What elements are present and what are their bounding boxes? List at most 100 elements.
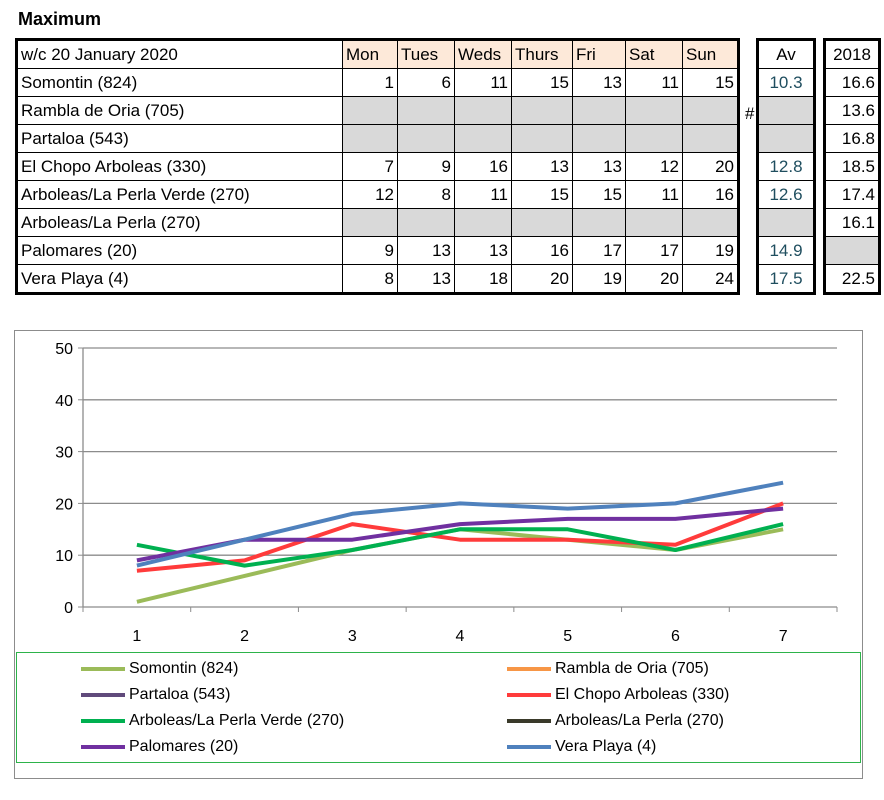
y2018-row: 16.6	[824, 68, 880, 97]
day-value	[682, 208, 739, 237]
av-header-row: Av	[757, 39, 815, 69]
average-value	[757, 124, 815, 153]
legend-swatch	[507, 666, 551, 671]
x-tick-label: 2	[240, 628, 249, 645]
average-value: 12.6	[757, 180, 815, 209]
day-value: 6	[397, 68, 455, 97]
day-value	[454, 124, 512, 153]
day-value	[511, 124, 573, 153]
temperature-table: w/c 20 January 2020 Mon Tues Weds Thurs Fri Sa…	[15, 38, 740, 295]
day-value	[454, 96, 512, 125]
day-value: 13	[572, 68, 626, 97]
y-tick-label: 40	[55, 393, 73, 410]
day-value	[625, 96, 683, 125]
day-value: 12	[342, 180, 398, 209]
day-value: 19	[572, 264, 626, 294]
day-value: 13	[397, 264, 455, 294]
day-value: 16	[511, 236, 573, 265]
y2018-row: 22.5	[824, 264, 880, 294]
av-row: 14.9	[757, 236, 815, 265]
day-value: 8	[342, 264, 398, 294]
table-row: El Chopo Arboleas (330) 7 9 16 13 13 12 20	[16, 152, 739, 181]
legend-swatch	[507, 692, 551, 697]
year-2018-table: 2018 16.6 13.6 16.8 18.5 17.4 16.1 22.5	[823, 38, 881, 295]
station-name: Partaloa (543)	[16, 124, 343, 153]
station-name: Rambla de Oria (705)	[16, 96, 343, 125]
average-value: 17.5	[757, 264, 815, 294]
average-table: Av 10.3 12.8 12.6 14.9 17.5	[756, 38, 816, 295]
table-row: Arboleas/La Perla (270)	[16, 208, 739, 237]
day-header: Fri	[572, 39, 626, 69]
legend-entry: Palomares (20)	[81, 736, 238, 758]
chart-legend: Somontin (824) Rambla de Oria (705) Partal…	[16, 652, 861, 763]
legend-entry: El Chopo Arboleas (330)	[507, 684, 729, 706]
av-row	[757, 96, 815, 125]
day-value: 7	[342, 152, 398, 181]
y2018-value: 13.6	[824, 96, 880, 125]
day-value: 13	[511, 152, 573, 181]
y2018-header: 2018	[824, 39, 880, 69]
legend-swatch	[507, 718, 551, 723]
x-tick-label: 3	[348, 628, 357, 645]
y-tick-label: 0	[64, 600, 73, 617]
line-chart: 0 10 20 30 40 50 1 2 3 4 5 6 7 Somontin (824) Rambla …	[14, 330, 863, 779]
y-tick-label: 10	[55, 548, 73, 565]
y-tick-label: 30	[55, 445, 73, 462]
y2018-value: 22.5	[824, 264, 880, 294]
series-line	[136, 480, 784, 568]
chart-plot: 0 10 20 30 40 50 1 2 3 4 5 6 7	[55, 341, 838, 645]
x-tick-label: 5	[563, 628, 572, 645]
week-label: w/c 20 January 2020	[16, 39, 343, 69]
day-value	[397, 208, 455, 237]
day-header: Sun	[682, 39, 739, 69]
legend-label: Palomares (20)	[129, 738, 239, 755]
y2018-header-row: 2018	[824, 39, 880, 69]
legend-swatch	[81, 744, 125, 749]
day-value	[572, 96, 626, 125]
series-line	[136, 522, 784, 568]
station-name: Arboleas/La Perla (270)	[16, 208, 343, 237]
legend-label: Arboleas/La Perla (270)	[555, 712, 724, 729]
day-header: Mon	[342, 39, 398, 69]
day-value: 15	[511, 180, 573, 209]
y2018-value: 16.8	[824, 124, 880, 153]
day-value: 11	[625, 68, 683, 97]
legend-label: Rambla de Oria (705)	[555, 660, 709, 677]
day-value: 9	[342, 236, 398, 265]
day-value: 11	[625, 180, 683, 209]
y2018-value: 17.4	[824, 180, 880, 209]
day-value	[572, 124, 626, 153]
y2018-value	[824, 236, 880, 265]
day-value: 13	[572, 152, 626, 181]
page-title: Maximum	[18, 9, 102, 29]
series-line	[136, 501, 784, 573]
average-value: 14.9	[757, 236, 815, 265]
legend-label: Somontin (824)	[129, 660, 239, 677]
legend-label: Partaloa (543)	[129, 686, 231, 703]
day-value: 8	[397, 180, 455, 209]
day-value	[397, 96, 455, 125]
series-line	[136, 506, 784, 563]
average-value: 12.8	[757, 152, 815, 181]
y2018-value: 16.1	[824, 208, 880, 237]
av-row	[757, 208, 815, 237]
average-value	[757, 96, 815, 125]
day-header: Tues	[397, 39, 455, 69]
legend-entry: Rambla de Oria (705)	[507, 658, 709, 680]
y2018-row: 17.4	[824, 180, 880, 209]
legend-label: El Chopo Arboleas (330)	[555, 686, 730, 703]
day-value: 11	[454, 68, 512, 97]
y2018-row: 16.8	[824, 124, 880, 153]
day-value: 24	[682, 264, 739, 294]
day-value: 15	[682, 68, 739, 97]
day-value: 20	[625, 264, 683, 294]
y2018-row: 13.6	[824, 96, 880, 125]
day-value: 15	[511, 68, 573, 97]
y2018-row	[824, 236, 880, 265]
day-value: 19	[682, 236, 739, 265]
day-value: 15	[572, 180, 626, 209]
table-row: Vera Playa (4) 8 13 18 20 19 20 24	[16, 264, 739, 294]
legend-entry: Somontin (824)	[81, 658, 238, 680]
table-row: Arboleas/La Perla Verde (270) 12 8 11 15 15 11…	[16, 180, 739, 209]
day-value: 18	[454, 264, 512, 294]
